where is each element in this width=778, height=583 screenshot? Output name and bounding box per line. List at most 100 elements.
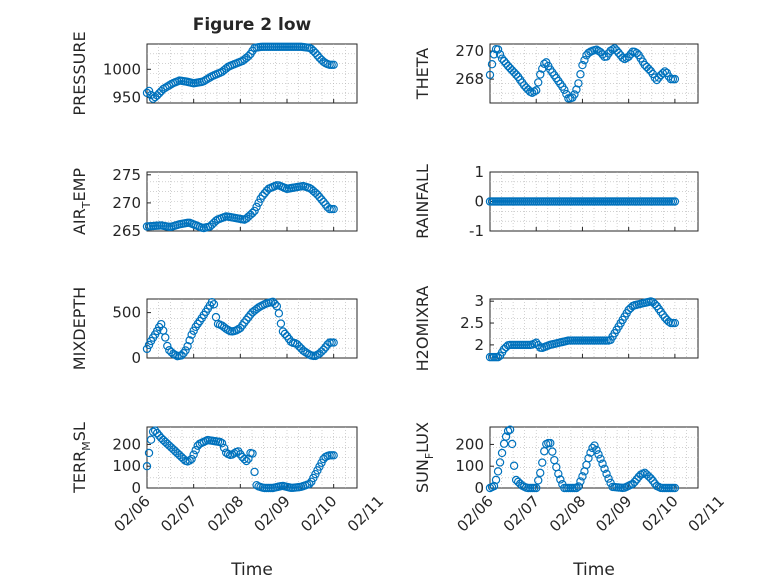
data-point [594, 450, 603, 459]
data-point [199, 76, 209, 86]
data-point [278, 327, 288, 336]
y-tick-label: 270 [112, 194, 141, 212]
data-point [207, 297, 217, 307]
data-point [250, 206, 259, 216]
data-point [258, 191, 267, 200]
data-point [181, 346, 190, 355]
data-point [311, 351, 320, 361]
data-point [177, 351, 186, 360]
data-point [274, 309, 284, 318]
x-tick-label: 02/06 [454, 492, 497, 535]
subplot-3: 265 270 275 AIRTEMP [70, 166, 358, 240]
data-point [315, 192, 324, 202]
data-point [534, 476, 543, 485]
data-point [626, 49, 635, 59]
data-point [485, 70, 495, 80]
data-point [576, 70, 585, 79]
data-point [161, 333, 170, 342]
data-point [252, 202, 261, 212]
data-point [646, 474, 655, 483]
y-tick-label: 268 [455, 70, 484, 88]
data-point [497, 54, 507, 63]
x-axis-label: Time [572, 560, 615, 580]
y-tick-label: 275 [112, 166, 141, 184]
data-point [630, 477, 639, 487]
x-tick-label: 02/09 [592, 492, 635, 535]
x-tick-label: 02/10 [638, 492, 681, 535]
data-point [159, 84, 168, 94]
data-point [578, 60, 587, 70]
data-point [209, 300, 219, 309]
data-point [142, 88, 152, 98]
data-point [187, 330, 196, 339]
data-point [497, 448, 507, 458]
data-point [600, 464, 609, 473]
data-point [240, 454, 249, 464]
data-point [530, 87, 539, 96]
x-tick-label: 02/09 [251, 492, 294, 535]
data-point [505, 425, 515, 434]
data-point [540, 59, 549, 68]
data-point [588, 443, 597, 453]
data-point [161, 83, 170, 92]
data-point [536, 468, 545, 478]
y-tick-label: 950 [112, 88, 141, 106]
data-point [612, 46, 621, 55]
data-point [507, 439, 517, 449]
y-tick-label: -1 [469, 222, 484, 240]
data-point [670, 483, 680, 493]
data-point [329, 451, 338, 460]
data-point [144, 340, 154, 350]
data-point [570, 90, 579, 99]
data-point [189, 326, 198, 335]
data-point [548, 447, 557, 456]
y-axis-label: RAINFALL [413, 164, 432, 239]
data-point [489, 50, 499, 59]
data-point [163, 82, 172, 91]
data-point [169, 349, 178, 359]
data-point [532, 338, 541, 347]
data-point [491, 475, 501, 485]
data-point [495, 458, 505, 467]
data-point [230, 449, 239, 458]
y-axis-label: SUNFLUX [413, 422, 436, 493]
data-point [538, 458, 547, 467]
data-point [240, 318, 249, 327]
data-point [511, 70, 521, 79]
x-tick-label: 02/07 [500, 492, 543, 535]
y-tick-label: 3 [474, 292, 484, 310]
data-point [305, 479, 314, 489]
data-point [487, 60, 497, 69]
data-point [604, 474, 613, 483]
data-point [493, 45, 503, 54]
data-point [664, 317, 674, 326]
y-tick-label: 100 [112, 457, 141, 475]
y-tick-label: 265 [112, 222, 141, 240]
data-point [652, 75, 662, 85]
data-point [572, 483, 581, 493]
data-point [560, 85, 569, 95]
data-point [183, 342, 192, 351]
data-point [148, 427, 158, 436]
y-tick-label: 0 [474, 193, 484, 211]
data-point [152, 326, 162, 336]
data-point [576, 477, 585, 486]
data-point [614, 48, 623, 58]
data-point [532, 483, 541, 493]
data-point [254, 198, 263, 207]
data-point [670, 74, 680, 84]
data-point [150, 426, 160, 435]
data-point [323, 340, 332, 349]
data-point [248, 449, 257, 458]
x-tick-label: 02/08 [546, 492, 589, 535]
y-tick-label: 0 [474, 479, 484, 497]
y-tick-label: 200 [455, 435, 484, 453]
y-axis-label: H2OMIXRA [413, 286, 432, 372]
y-axis-label: PRESSURE [70, 31, 89, 115]
data-point [250, 467, 259, 477]
data-point [532, 86, 541, 95]
data-point [644, 64, 653, 74]
data-point [618, 53, 627, 62]
data-point [189, 450, 198, 459]
